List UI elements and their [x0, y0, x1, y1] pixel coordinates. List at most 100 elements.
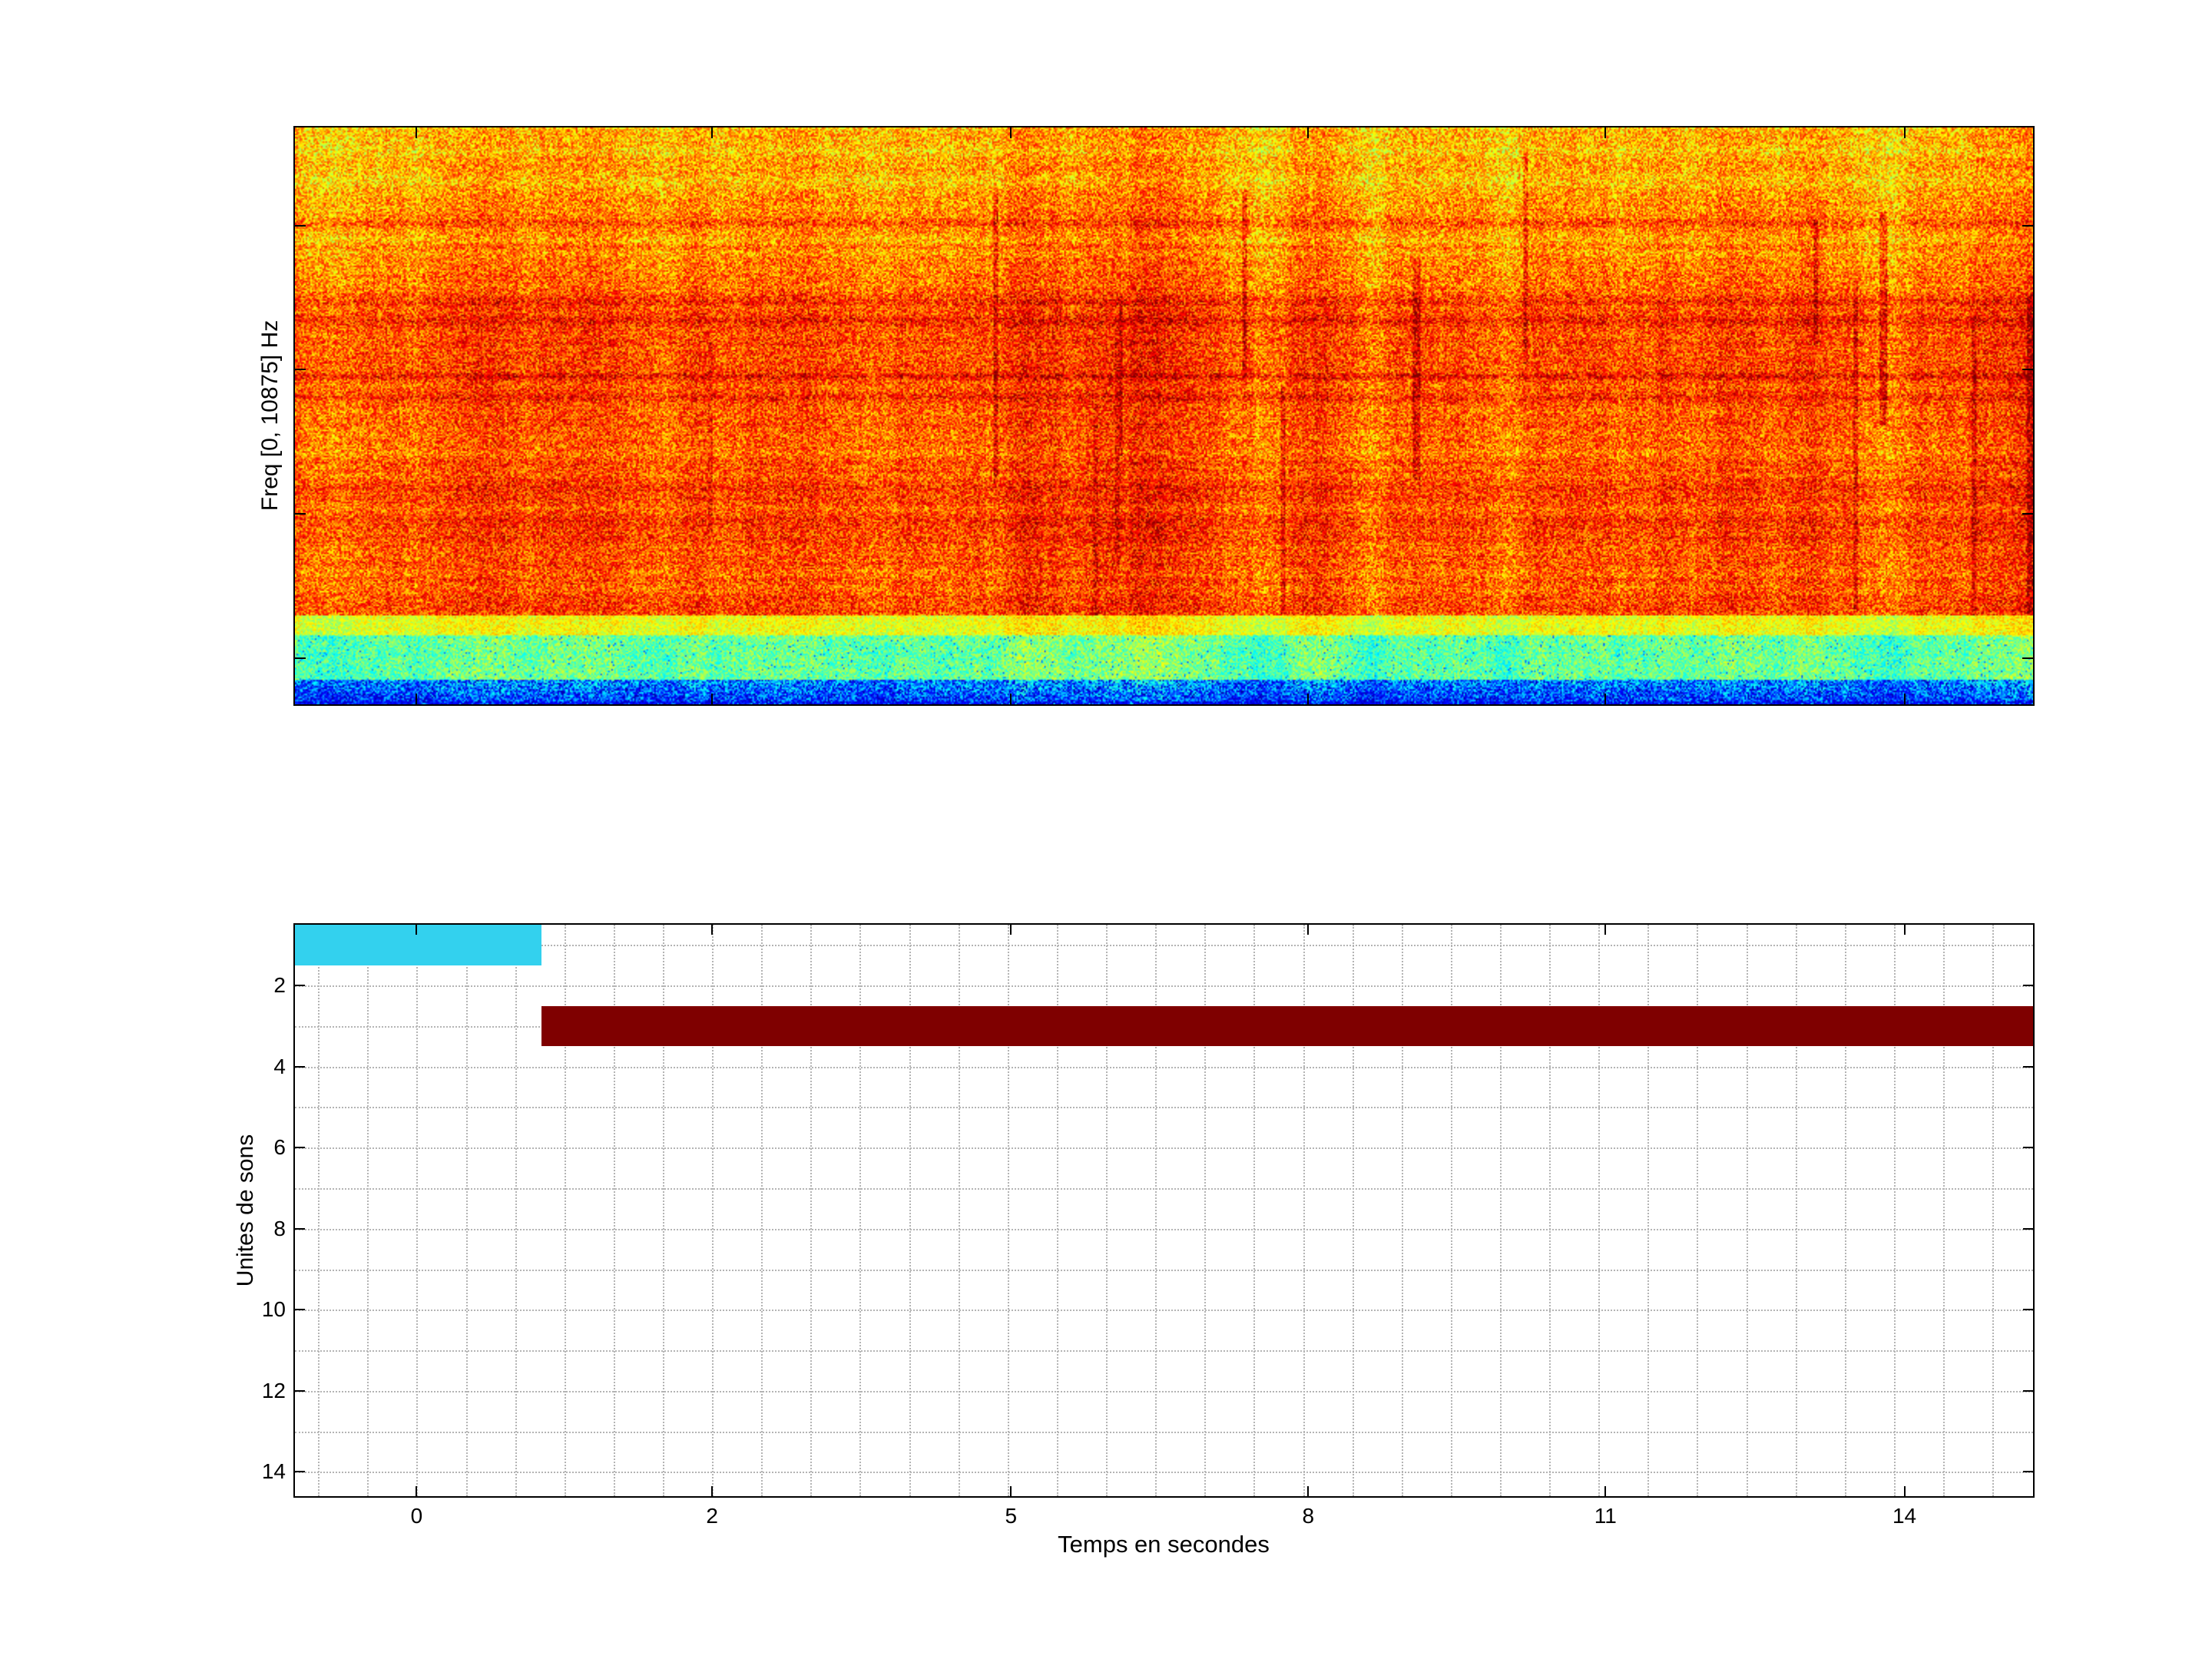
grid-vline: [515, 925, 517, 1496]
grid-vline: [1106, 925, 1108, 1496]
grid-hline: [295, 1269, 2033, 1271]
grid-vline: [1056, 925, 1058, 1496]
y-tick-label: 10: [261, 1297, 286, 1322]
spectrogram-ytick: [295, 657, 306, 659]
timeline-ytick: [2023, 1471, 2033, 1473]
spectrogram-xtick: [711, 694, 714, 704]
grid-vline: [1795, 925, 1797, 1496]
timeline-ytick: [295, 1309, 305, 1311]
grid-vline: [909, 925, 911, 1496]
timeline-ytick: [2023, 1389, 2033, 1392]
spectrogram-ytick: [2022, 369, 2033, 371]
spectrogram-xtick: [1010, 694, 1012, 704]
grid-vline: [465, 925, 468, 1496]
grid-hline: [295, 1107, 2033, 1109]
grid-vline: [416, 925, 419, 1496]
timeline-ytick: [295, 1147, 305, 1149]
grid-vline: [318, 925, 320, 1496]
spectrogram-xtick: [1010, 127, 1012, 138]
grid-hline: [295, 1472, 2033, 1474]
spectrogram-xtick: [1604, 127, 1607, 138]
spectrogram-ytick: [295, 513, 306, 515]
y-tick-label: 6: [273, 1135, 286, 1160]
grid-vline: [712, 925, 714, 1496]
grid-vline: [1007, 925, 1009, 1496]
grid-vline: [1746, 925, 1748, 1496]
timeline-xtick: [1307, 1486, 1310, 1496]
timeline-ytick: [2023, 1147, 2033, 1149]
timeline-ytick: [295, 1065, 305, 1068]
y-tick-label: 4: [273, 1054, 286, 1078]
grid-vline: [367, 925, 369, 1496]
timeline-xtick: [416, 1486, 418, 1496]
timeline-axes: 0 2 5 8 11 14 2 4 6 8 10 12 14: [262, 923, 2035, 1528]
x-tick-label: 8: [1302, 1504, 1315, 1528]
timeline-xtick: [1604, 925, 1607, 935]
spectrogram-xtick: [1604, 694, 1607, 704]
timeline-ytick: [295, 1227, 305, 1230]
timeline-xtick: [1604, 1486, 1607, 1496]
grid-vline: [810, 925, 813, 1496]
spectrogram-ytick: [2022, 513, 2033, 515]
grid-hline: [295, 1066, 2033, 1068]
grid-hline: [295, 1350, 2033, 1353]
x-tick-label: 2: [706, 1504, 718, 1528]
timeline-xtick: [1010, 925, 1012, 935]
x-tick-label: 5: [1005, 1504, 1018, 1528]
timeline-ytick: [295, 1471, 305, 1473]
y-tick-label: 14: [261, 1459, 286, 1484]
spectrogram-axes: [293, 126, 2035, 706]
timeline-xtick: [1010, 1486, 1012, 1496]
grid-vline: [1598, 925, 1601, 1496]
grid-vline: [1893, 925, 1896, 1496]
grid-hline: [295, 985, 2033, 988]
grid-vline: [1992, 925, 1995, 1496]
spectrogram-xtick: [1307, 694, 1310, 704]
grid-hline: [295, 1228, 2033, 1230]
spectrogram-ytick: [295, 369, 306, 371]
grid-vline: [1303, 925, 1305, 1496]
x-tick-label: 14: [1892, 1504, 1917, 1528]
grid-vline: [1647, 925, 1650, 1496]
spectrogram-xtick: [416, 127, 418, 138]
spectrogram-ytick: [295, 224, 306, 227]
grid-vline: [1500, 925, 1502, 1496]
spectrogram-canvas: [295, 127, 2033, 704]
grid-vline: [1204, 925, 1207, 1496]
timeline-xtick: [711, 1486, 714, 1496]
grid-vline: [958, 925, 960, 1496]
spectrogram-xtick: [1903, 694, 1906, 704]
grid-vline: [1352, 925, 1354, 1496]
grid-vline: [1450, 925, 1452, 1496]
grid-vline: [663, 925, 664, 1496]
spectrogram-xtick: [1903, 127, 1906, 138]
grid-vline: [1155, 925, 1157, 1496]
grid-vline: [1943, 925, 1945, 1496]
grid-vline: [564, 925, 566, 1496]
grid-vline: [859, 925, 862, 1496]
spectrogram-ytick: [2022, 657, 2033, 659]
grid-hline: [295, 1187, 2033, 1190]
spectrogram-ytick: [2022, 224, 2033, 227]
spectrogram-ylabel: Freq [0, 10875] Hz: [257, 320, 283, 512]
grid-vline: [1549, 925, 1551, 1496]
timeline-xtick: [1903, 1486, 1906, 1496]
timeline-ytick: [2023, 1065, 2033, 1068]
spectrogram-xtick: [416, 694, 418, 704]
grid-hline: [295, 1147, 2033, 1150]
timeline-ytick: [295, 1389, 305, 1392]
grid-hline: [295, 1390, 2033, 1392]
y-tick-label: 8: [273, 1216, 286, 1240]
y-tick-label: 12: [261, 1378, 286, 1402]
timeline-xtick: [711, 925, 714, 935]
grid-vline: [1844, 925, 1846, 1496]
timeline-ylabel: Unites de sons: [233, 1134, 258, 1287]
grid-vline: [1253, 925, 1256, 1496]
grid-vline: [1401, 925, 1403, 1496]
grid-vline: [613, 925, 615, 1496]
timeline-bar-unit-1: [295, 925, 542, 965]
grid-hline: [295, 1310, 2033, 1312]
grid-vline: [761, 925, 763, 1496]
timeline-xtick: [1307, 925, 1310, 935]
